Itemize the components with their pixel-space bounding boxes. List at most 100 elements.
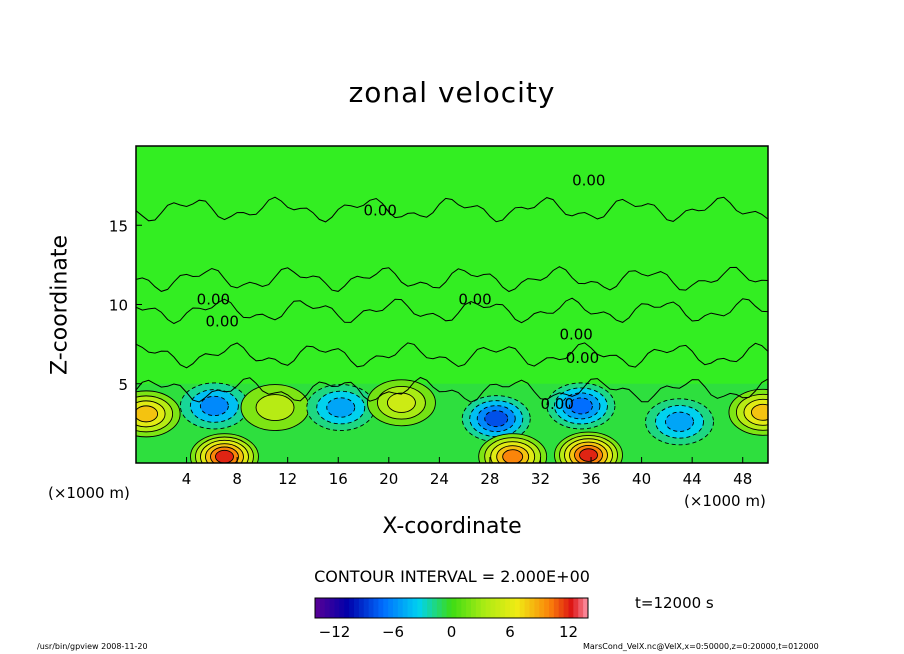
colorbar-segment bbox=[329, 598, 335, 618]
colorbar-segment bbox=[471, 598, 477, 618]
x-tick-label: 16 bbox=[329, 470, 348, 488]
colorbar-segment bbox=[490, 598, 496, 618]
velocity-cell-8 bbox=[568, 397, 593, 415]
colorbar-segment bbox=[358, 598, 365, 618]
colorbar-segment bbox=[432, 598, 438, 618]
colorbar-segment bbox=[412, 598, 418, 618]
velocity-cell-6 bbox=[484, 410, 509, 428]
colorbar-segment bbox=[349, 598, 355, 618]
x-axis-unit-right: (×1000 m) bbox=[684, 492, 766, 510]
colorbar-segment bbox=[456, 598, 462, 618]
colorbar-tick-label: 6 bbox=[505, 623, 515, 641]
colorbar-tick-label: −12 bbox=[319, 623, 351, 641]
colorbar-segment bbox=[568, 598, 574, 618]
colorbar-segment bbox=[354, 598, 360, 618]
velocity-cell-3 bbox=[255, 394, 295, 421]
colorbar-tick-label: −6 bbox=[382, 623, 404, 641]
colorbar-segment bbox=[334, 598, 340, 618]
colorbar-segment bbox=[417, 598, 423, 618]
velocity-cell-11 bbox=[750, 403, 768, 421]
colorbar-segment bbox=[500, 598, 506, 618]
footer-right: MarsCond_VelX.nc@VelX,x=0:50000,z=0:2000… bbox=[583, 642, 819, 651]
colorbar-segment bbox=[514, 598, 521, 618]
colorbar-segment bbox=[534, 598, 540, 618]
zero-contour-3 bbox=[136, 266, 768, 293]
colorbar-segment bbox=[495, 598, 501, 618]
colorbar-segment bbox=[319, 598, 326, 618]
velocity-cell-2 bbox=[199, 395, 229, 417]
colorbar-segment bbox=[461, 598, 467, 618]
contour-label: 0.00 bbox=[364, 202, 397, 220]
field-group: 0.00 0.00 0.00 0.00 0.00 0.00 0.00 0.00 bbox=[136, 172, 768, 463]
colorbar-tick-label: 12 bbox=[559, 623, 578, 641]
colorbar-segment bbox=[529, 598, 535, 618]
colorbar-segment bbox=[315, 598, 321, 618]
x-tick-label: 20 bbox=[379, 470, 398, 488]
velocity-cell-5 bbox=[386, 392, 416, 413]
x-tick-label: 48 bbox=[733, 470, 752, 488]
x-axis-label: X-coordinate bbox=[382, 514, 522, 539]
contour-label: 0.00 bbox=[206, 313, 239, 331]
zero-contour-0 bbox=[136, 376, 768, 403]
time-label: t=12000 s bbox=[635, 594, 714, 612]
colorbar-frame bbox=[314, 597, 589, 619]
x-tick-label: 24 bbox=[430, 470, 449, 488]
colorbar-segment bbox=[558, 598, 565, 618]
velocity-cell-0 bbox=[136, 405, 159, 423]
zero-contour-1 bbox=[136, 342, 768, 369]
colorbar-segment bbox=[393, 598, 399, 618]
colorbar-segment bbox=[480, 598, 487, 618]
colorbar-segment bbox=[519, 598, 526, 618]
colorbar-segment bbox=[485, 598, 491, 618]
colorbar-segment bbox=[539, 598, 545, 618]
colorbar-segment bbox=[475, 598, 482, 618]
zero-contour-4 bbox=[136, 196, 768, 223]
y-tick-label: 15 bbox=[109, 217, 128, 235]
velocity-cell-9 bbox=[579, 448, 598, 462]
contour-label: 0.00 bbox=[572, 172, 605, 190]
colorbar-segment bbox=[549, 598, 555, 618]
colorbar-segment bbox=[339, 598, 345, 618]
colorbar-segment bbox=[544, 598, 550, 618]
colorbar-segment bbox=[446, 598, 452, 618]
chart-title: zonal velocity bbox=[348, 76, 556, 109]
footer-left: /usr/bin/gpview 2008-11-20 bbox=[37, 642, 148, 651]
colorbar-segment bbox=[368, 598, 374, 618]
colorbar-segment bbox=[383, 598, 389, 618]
velocity-cell-1 bbox=[215, 449, 234, 463]
colorbar-segment bbox=[363, 598, 370, 618]
colorbar-segment bbox=[563, 598, 569, 618]
colorbar-segment bbox=[388, 598, 394, 618]
y-axis-label: Z-coordinate bbox=[47, 235, 73, 375]
colorbar-segment bbox=[373, 598, 379, 618]
colorbar-segment bbox=[402, 598, 409, 618]
x-tick-label: 12 bbox=[278, 470, 297, 488]
contour-label: 0.00 bbox=[197, 291, 230, 309]
colorbar-segment bbox=[378, 598, 384, 618]
y-tick-label: 5 bbox=[118, 376, 128, 394]
colorbar-segment bbox=[407, 598, 413, 618]
colorbar-segment bbox=[427, 598, 433, 618]
contour-label: 0.00 bbox=[559, 325, 592, 343]
x-tick-label: 8 bbox=[232, 470, 242, 488]
x-tick-label: 40 bbox=[632, 470, 651, 488]
x-tick-label: 32 bbox=[531, 470, 550, 488]
colorbar-segment bbox=[397, 598, 404, 618]
velocity-cell-10 bbox=[665, 411, 694, 432]
zero-contour-2 bbox=[136, 297, 768, 325]
colorbar-segment bbox=[573, 598, 579, 618]
x-axis-unit-left: (×1000 m) bbox=[48, 484, 130, 502]
colorbar-segment bbox=[524, 598, 530, 618]
colorbar-segment bbox=[324, 598, 331, 618]
colorbar-segment bbox=[422, 598, 428, 618]
colorbar-segment bbox=[344, 598, 350, 618]
contour-label: 0.00 bbox=[458, 291, 491, 309]
colorbar-tick-label: 0 bbox=[447, 623, 457, 641]
contour-label: 0.00 bbox=[566, 349, 599, 367]
colorbar-segment bbox=[436, 598, 443, 618]
colorbar-segment bbox=[466, 598, 472, 618]
colorbar-segment bbox=[441, 598, 448, 618]
colorbar-segment bbox=[510, 598, 516, 618]
colorbar-segment bbox=[578, 598, 584, 618]
